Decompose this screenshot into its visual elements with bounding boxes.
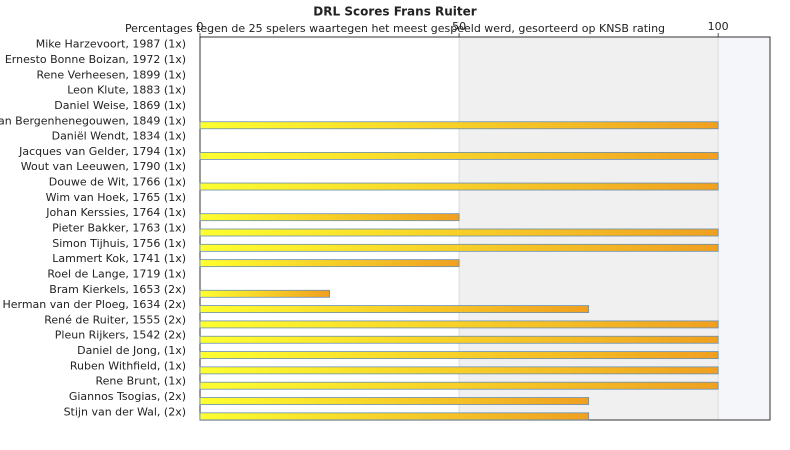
bar xyxy=(199,412,590,421)
bar xyxy=(199,228,719,237)
y-tick-label: Wim van Hoek, 1765 (1x) xyxy=(46,191,186,204)
y-tick-label: van Bergenhenegouwen, 1849 (1x) xyxy=(0,114,186,127)
x-tick-label: 50 xyxy=(452,20,466,33)
y-tick-label: Daniel de Jong, (1x) xyxy=(77,344,186,357)
y-tick-label: Douwe de Wit, 1766 (1x) xyxy=(49,176,186,189)
y-tick-label: Lammert Kok, 1741 (1x) xyxy=(52,252,186,265)
y-tick-label: Pieter Bakker, 1763 (1x) xyxy=(52,222,186,235)
bar xyxy=(199,243,719,252)
y-tick-label: Herman van der Ploeg, 1634 (2x) xyxy=(2,298,186,311)
plot-band xyxy=(459,37,719,420)
bar xyxy=(199,289,330,298)
bar xyxy=(199,320,719,329)
bar xyxy=(199,213,460,222)
bar xyxy=(199,182,719,191)
bar xyxy=(199,381,719,390)
y-tick-label: Bram Kierkels, 1653 (2x) xyxy=(49,283,186,296)
y-tick-label: Pleun Rijkers, 1542 (2x) xyxy=(55,329,186,342)
y-tick-label: Simon Tijhuis, 1756 (1x) xyxy=(52,237,186,250)
bar xyxy=(199,351,719,359)
y-tick-label: Wout van Leeuwen, 1790 (1x) xyxy=(21,160,186,173)
bar xyxy=(199,397,590,405)
y-tick-label: Giannos Tsogias, (2x) xyxy=(69,390,186,403)
y-tick-label: Ruben Withfield, (1x) xyxy=(70,359,186,372)
y-tick-label: Daniel Weise, 1869 (1x) xyxy=(54,99,186,112)
y-tick-label: Rene Brunt, (1x) xyxy=(95,375,186,388)
y-tick-label: Rene Verheesen, 1899 (1x) xyxy=(37,68,186,81)
plot-band xyxy=(200,37,460,420)
y-tick-label: Stijn van der Wal, (2x) xyxy=(64,405,186,418)
bar xyxy=(199,335,719,344)
bar xyxy=(199,366,719,375)
y-tick-label: Daniël Wendt, 1834 (1x) xyxy=(52,130,186,143)
y-tick-label: René de Ruiter, 1555 (2x) xyxy=(44,313,186,326)
plot-band xyxy=(718,37,770,420)
x-tick-label: 100 xyxy=(708,20,729,33)
bar xyxy=(199,151,719,160)
y-tick-label: Johan Kerssies, 1764 (1x) xyxy=(45,206,186,219)
y-tick-label: Mike Harzevoort, 1987 (1x) xyxy=(36,38,186,51)
chart-title: DRL Scores Frans Ruiter xyxy=(313,5,476,19)
y-tick-label: Ernesto Bonne Boizan, 1972 (1x) xyxy=(5,53,186,66)
bar xyxy=(199,305,590,314)
chart-subtitle: Percentages tegen de 25 spelers waartege… xyxy=(125,22,665,35)
x-tick-label: 0 xyxy=(197,20,204,33)
bar xyxy=(199,259,460,268)
y-tick-label: Roel de Lange, 1719 (1x) xyxy=(47,267,186,280)
y-tick-label: Leon Klute, 1883 (1x) xyxy=(67,84,186,97)
bar xyxy=(199,121,719,130)
y-tick-label: Jacques van Gelder, 1794 (1x) xyxy=(18,145,186,158)
